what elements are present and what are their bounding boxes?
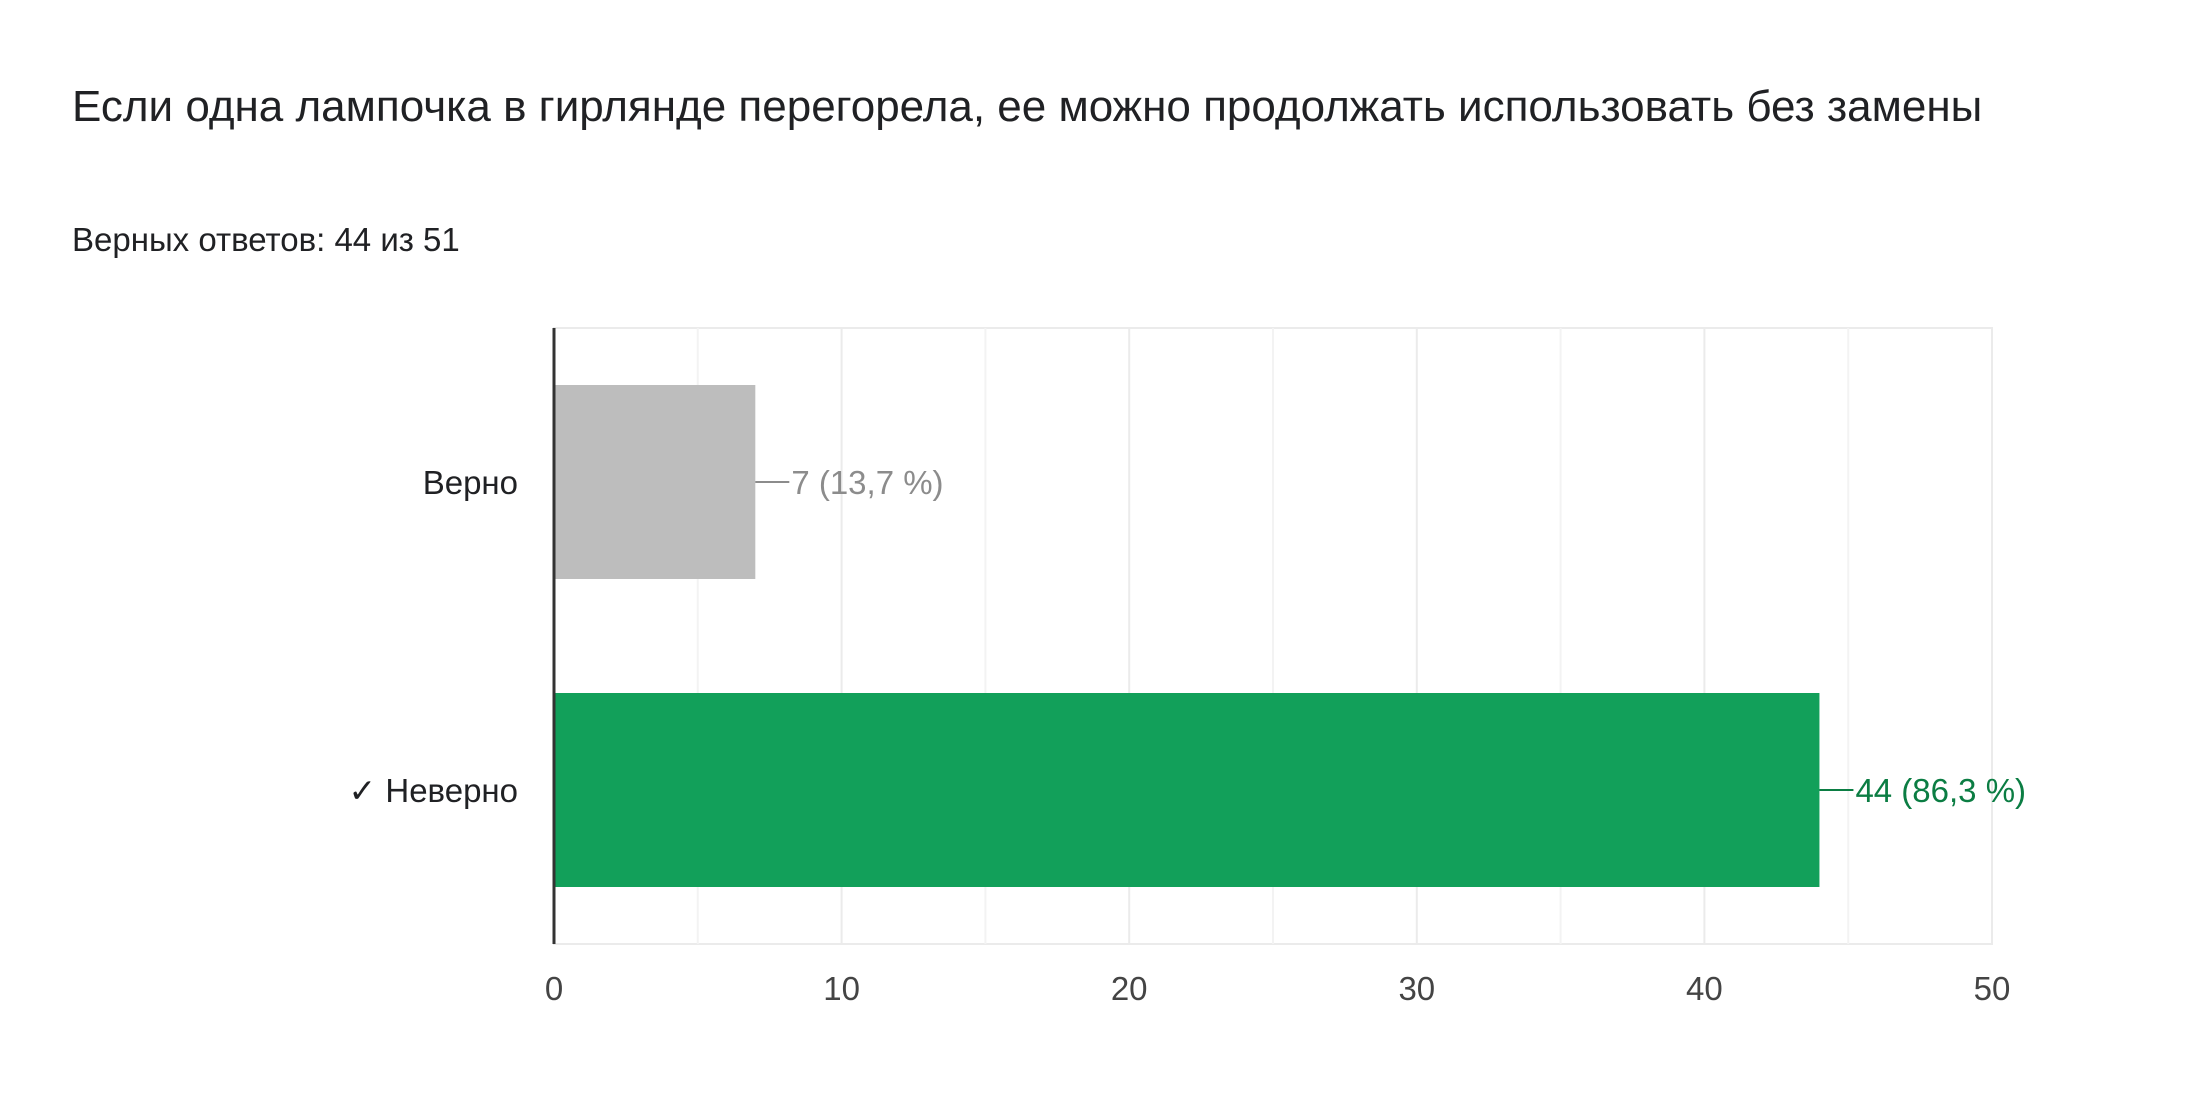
data-label: 44 (86,3 %) [1855, 772, 2026, 809]
x-tick-label: 0 [545, 970, 563, 1007]
x-tick-label: 10 [823, 970, 860, 1007]
bar [554, 385, 756, 579]
category-label: ✓ Неверно [349, 772, 518, 809]
category-label: Верно [423, 464, 518, 501]
score-summary: Верных ответов: 44 из 51 [72, 221, 460, 258]
question-title: Если одна лампочка в гирлянде перегорела… [72, 82, 1983, 131]
bar [554, 693, 1820, 887]
data-label: 7 (13,7 %) [791, 464, 943, 501]
x-tick-label: 30 [1398, 970, 1435, 1007]
x-tick-label: 40 [1686, 970, 1723, 1007]
x-tick-label: 50 [1974, 970, 2011, 1007]
x-tick-label: 20 [1111, 970, 1148, 1007]
